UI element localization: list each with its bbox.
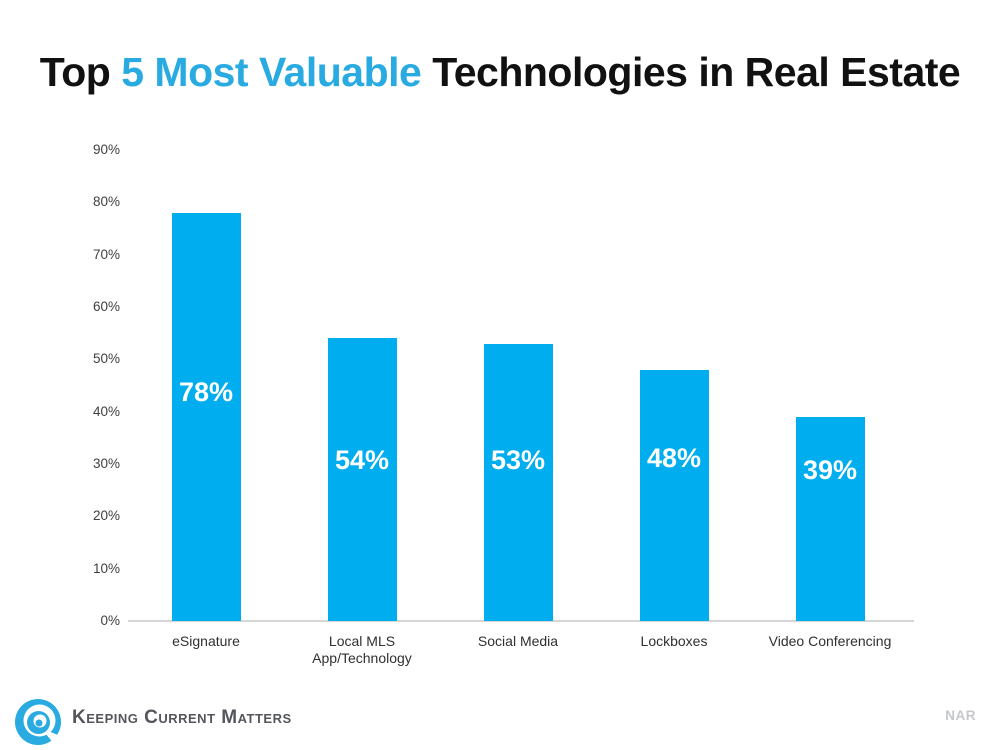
x-category-label: Local MLS App/Technology bbox=[312, 633, 412, 666]
y-tick-label: 50% bbox=[92, 351, 120, 367]
chart-title: Top 5 Most Valuable Technologies in Real… bbox=[0, 48, 1000, 97]
y-tick-label: 60% bbox=[92, 299, 120, 314]
bar-0: 78% bbox=[171, 212, 241, 621]
y-tick-label: 20% bbox=[92, 508, 120, 524]
y-tick-label: 10% bbox=[92, 560, 120, 576]
x-category-label: eSignature bbox=[172, 633, 240, 649]
bar-2: 53% bbox=[483, 343, 553, 621]
bar-1: 54% bbox=[327, 338, 397, 621]
bar-3: 48% bbox=[639, 369, 709, 621]
y-tick-label: 70% bbox=[92, 246, 120, 262]
y-tick-label: 90% bbox=[92, 142, 120, 157]
title-highlight: 5 Most Valuable bbox=[121, 49, 422, 95]
title-prefix: Top bbox=[39, 49, 122, 95]
bar-value-label: 39% bbox=[802, 454, 858, 485]
x-category-label: Video Conferencing bbox=[768, 633, 892, 649]
bar-value-label: 54% bbox=[334, 444, 390, 475]
bar-value-label: 48% bbox=[646, 442, 702, 473]
bar-value-label: 78% bbox=[178, 377, 234, 408]
y-tick-label: 40% bbox=[92, 403, 120, 419]
kcm-logo-icon bbox=[15, 699, 63, 747]
y-tick-label: 0% bbox=[100, 613, 120, 628]
y-tick-label: 30% bbox=[92, 456, 120, 471]
x-category-label: Social Media bbox=[477, 633, 559, 649]
brand-wordmark: Keeping Current Matters bbox=[72, 707, 292, 728]
x-category-label: Lockboxes bbox=[640, 633, 708, 649]
title-suffix: Technologies in Real Estate bbox=[421, 49, 961, 95]
y-tick-label: 80% bbox=[92, 194, 120, 210]
bar-4: 39% bbox=[795, 416, 865, 621]
bar-value-label: 53% bbox=[490, 445, 546, 476]
source-attribution: NAR bbox=[945, 708, 976, 723]
